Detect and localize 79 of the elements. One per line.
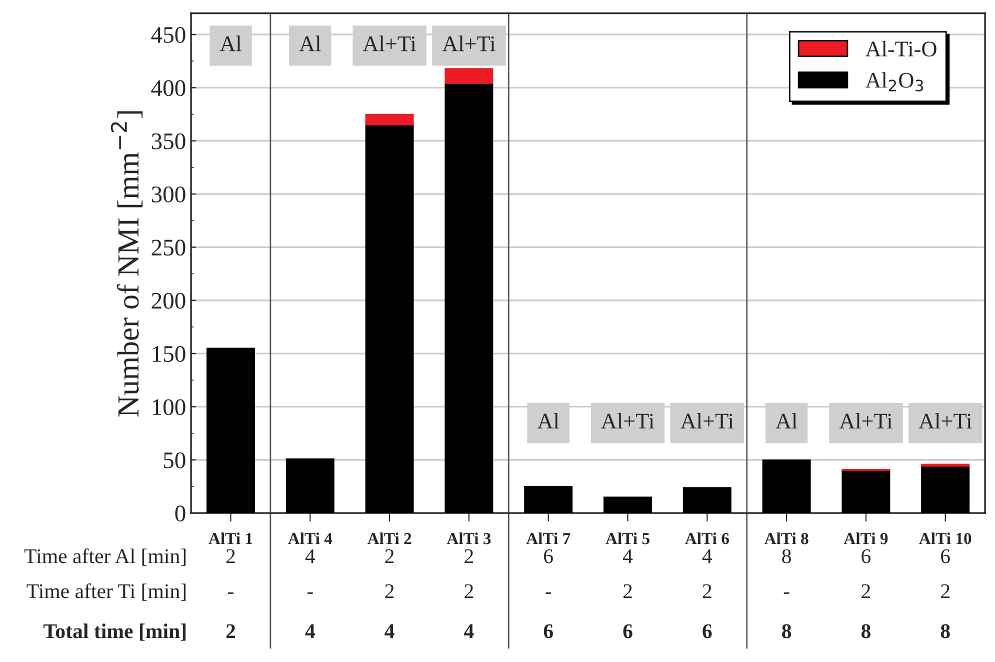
bar [682,487,732,514]
text: 4 [702,549,712,564]
text: - [784,592,790,594]
text: 8 [940,624,950,638]
x-tick-label: AlTi 4 [288,532,332,544]
text: Total time [min] [44,624,186,641]
y-axis-title: Number of NMI [mm$^{−2}$] [110,111,143,417]
y-tick-label: 400 [151,80,186,96]
annotation: Al+Ti [918,413,972,428]
text: 8 [782,549,791,564]
bar [604,496,652,514]
annotation: Al+Ti [839,413,892,428]
text: 8 [782,624,792,638]
legend-label: Al$_{2}$O$_{3}$ [865,72,924,92]
text: 4 [305,549,316,564]
bar [921,464,970,467]
text: - [546,592,552,594]
text: 4 [305,624,315,638]
y-tick-label: 450 [151,27,186,43]
x-tick-label: AlTi 10 [919,532,972,544]
bar [762,459,811,514]
y-tick-label: 0 [175,506,186,522]
text: 6 [544,549,553,564]
text: Time after Al [min] [24,548,186,566]
text: 4 [464,624,474,638]
y-tick-label: 100 [152,399,186,416]
x-tick-label: AlTi 9 [844,532,888,544]
bar [365,124,414,514]
bar [286,458,334,514]
y-tick-label: 350 [152,133,186,150]
text: 2 [941,584,950,598]
x-tick-label: AlTi 3 [446,532,491,544]
annotation: Al [776,413,798,428]
text: 2 [464,584,474,598]
annotation: Al [299,36,321,52]
text: 6 [941,549,950,564]
text: 2 [385,549,394,564]
text: 6 [862,549,871,564]
legend-label: Al-Ti-O [865,40,936,57]
text: 2 [226,549,235,564]
text: 6 [702,624,712,638]
annotation: Al+Ti [680,413,734,428]
x-tick-label: AlTi 1 [208,532,252,544]
x-tick-label: AlTi 5 [606,532,650,544]
bar [842,470,890,514]
text: 6 [623,624,632,638]
text: 2 [464,549,474,564]
annotation: Al [537,413,560,428]
annotation: Al+Ti [442,36,496,52]
bar [365,114,414,126]
text: 2 [623,584,632,598]
text: 2 [226,624,236,638]
bar [444,83,494,514]
x-tick-label: AlTi 8 [764,532,808,544]
text: 2 [385,584,394,598]
bar [206,348,255,514]
text: Time after Ti [min] [26,583,186,601]
text: 8 [861,624,870,638]
text: 2 [862,584,870,598]
y-tick-label: 150 [152,346,186,362]
text: 4 [622,549,633,564]
x-tick-label: AlTi 7 [526,532,570,544]
text: - [228,592,234,594]
x-tick-label: AlTi 2 [367,532,412,544]
y-tick-label: 250 [152,240,186,256]
text: 6 [544,624,553,638]
annotation: Al+Ti [362,36,416,52]
text: - [307,592,313,594]
annotation: Al+Ti [601,413,654,428]
bar [444,68,494,84]
annotation: Al [220,36,242,52]
bar [921,466,970,514]
text: 4 [384,624,394,638]
bar [524,486,573,514]
y-tick-label: 300 [152,186,186,202]
y-tick-label: 50 [164,452,186,468]
text: 2 [702,584,712,598]
y-tick-label: 200 [152,292,186,309]
x-tick-label: AlTi 6 [685,532,729,544]
